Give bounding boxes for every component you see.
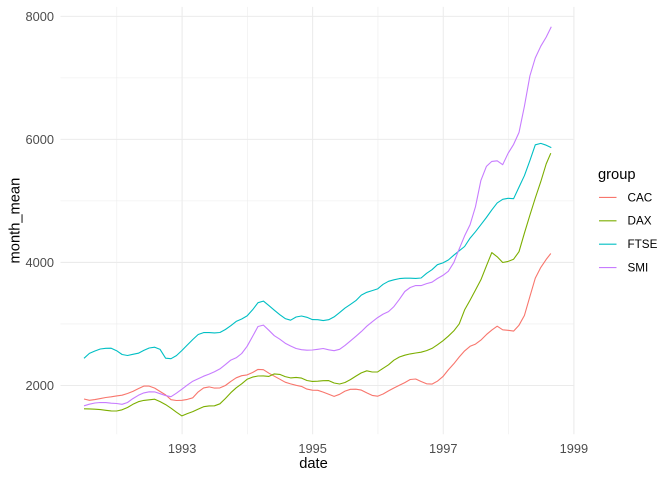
svg-text:SMI: SMI [628,262,649,275]
svg-text:1999: 1999 [560,441,588,456]
svg-text:1997: 1997 [429,441,457,456]
svg-text:FTSE: FTSE [628,238,658,251]
svg-text:group: group [598,167,636,183]
svg-text:2000: 2000 [26,378,54,393]
svg-text:date: date [299,456,328,472]
svg-text:4000: 4000 [26,255,54,270]
svg-text:8000: 8000 [26,9,54,24]
svg-text:6000: 6000 [26,132,54,147]
svg-text:DAX: DAX [628,215,652,228]
svg-text:CAC: CAC [628,191,653,204]
svg-text:1993: 1993 [168,441,196,456]
svg-text:month_mean: month_mean [8,178,24,264]
svg-text:1995: 1995 [298,441,326,456]
